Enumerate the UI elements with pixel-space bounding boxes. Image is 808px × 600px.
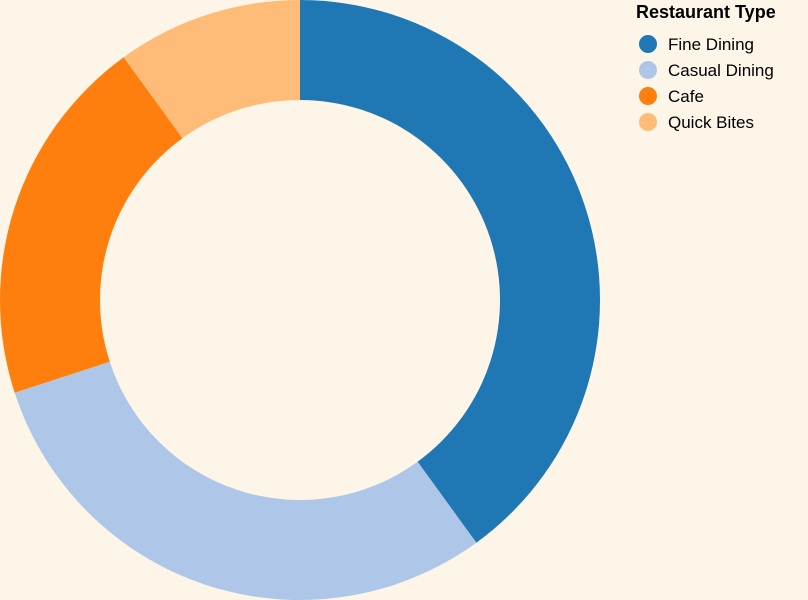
slice-cafe[interactable] (0, 57, 182, 392)
legend-swatch (639, 61, 657, 79)
slice-fine-dining[interactable] (300, 0, 600, 543)
legend-swatch (639, 35, 657, 53)
legend-label: Fine Dining (668, 35, 754, 54)
legend-label: Quick Bites (668, 113, 754, 132)
legend-title: Restaurant Type (636, 2, 776, 22)
legend-label: Casual Dining (668, 61, 774, 80)
legend-item-quick-bites[interactable]: Quick Bites (639, 113, 754, 132)
slice-casual-dining[interactable] (15, 362, 477, 600)
legend-swatch (639, 113, 657, 131)
legend-item-casual-dining[interactable]: Casual Dining (639, 61, 774, 80)
legend-items: Fine Dining Casual Dining Cafe Quick Bites (639, 35, 774, 132)
legend-swatch (639, 87, 657, 105)
donut-slices (0, 0, 600, 600)
legend-item-cafe[interactable]: Cafe (639, 87, 704, 106)
legend: Restaurant Type Fine Dining Casual Dining… (636, 2, 776, 132)
legend-item-fine-dining[interactable]: Fine Dining (639, 35, 754, 54)
legend-label: Cafe (668, 87, 704, 106)
